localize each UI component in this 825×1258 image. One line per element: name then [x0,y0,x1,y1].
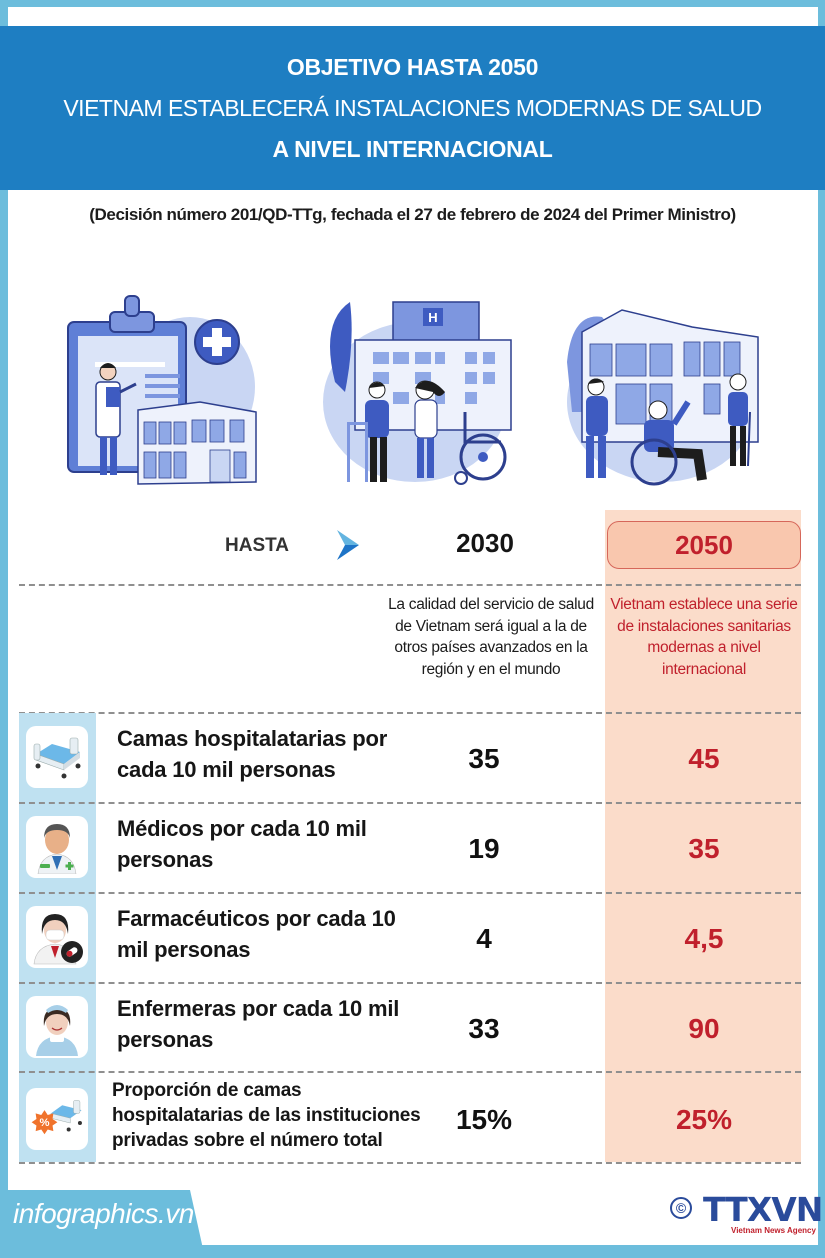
pharmacist-icon [26,906,88,968]
value-2050: 35 [688,833,720,864]
divider [19,1071,801,1073]
title-line-2: VIETNAM ESTABLECERÁ INSTALACIONES MODERN… [63,94,762,121]
value-2050: 90 [688,1013,720,1044]
nurse-icon [26,996,88,1058]
row-label: Camas hospitalatarias por cada 10 mil pe… [117,726,388,782]
divider [19,892,801,894]
divider [19,802,801,804]
row-label: Médicos por cada 10 mil personas [117,816,367,872]
year-2050-label: 2050 [675,529,733,560]
divider [19,584,801,586]
title-band: OBJETIVO HASTA 2050 VIETNAM ESTABLECERÁ … [0,26,825,190]
row-label: Proporción de camas hospitalatarias de l… [112,1080,421,1151]
table-row: Enfermeras por cada 10 mil personas 33 9… [19,983,801,1071]
value-2030: 19 [468,833,500,864]
ttxvn-logo: TTXVN [703,1190,823,1229]
divider [19,712,801,714]
title-line-3: A NIVEL INTERNACIONAL [272,135,553,162]
arrow-right-icon [337,530,359,565]
logo-subtitle: Vietnam News Agency [731,1226,816,1235]
copyright-icon: © [670,1197,692,1219]
value-2030: 33 [468,1013,500,1044]
value-2050: 4,5 [684,923,724,954]
value-2030: 15% [455,1104,513,1135]
hasta-label: HASTA [225,535,290,556]
percent-bed-icon: % [26,1088,88,1150]
divider [19,1162,801,1164]
patient-walker-hospital-illustration: H [315,292,515,492]
row-label: Farmacéuticos por cada 10 mil personas [117,906,396,962]
hospital-bed-icon [26,726,88,788]
table-row: Camas hospitalatarias por cada 10 mil pe… [19,713,801,802]
target-2050-column [605,510,801,1162]
table-row: Médicos por cada 10 mil personas 19 35 [19,803,801,892]
row-label: Enfermeras por cada 10 mil personas [117,996,400,1052]
description-2050: Vietnam establece una serie de instalaci… [610,596,798,678]
doctor-icon [26,816,88,878]
year-2050-header: 2050 [607,521,801,569]
year-2030-header: 2030 [456,528,514,558]
decision-subtitle: (Decisión número 201/QD-TTg, fechada el … [89,205,736,224]
svg-text:H: H [428,310,437,325]
value-2030: 4 [476,923,492,954]
wheelchair-patient-building-illustration [562,292,762,492]
description-2030: La calidad del servicio de salud de Viet… [388,596,594,678]
footer-tab [0,1190,205,1258]
site-name: infographics.vn [13,1198,194,1229]
value-2050: 45 [688,743,720,774]
divider [19,982,801,984]
svg-text:%: % [39,1117,49,1129]
value-2030: 35 [468,743,500,774]
table-row: Farmacéuticos por cada 10 mil personas 4… [19,893,801,982]
title-line-1: OBJETIVO HASTA 2050 [286,53,539,80]
doctor-clipboard-hospital-illustration [60,292,260,492]
table-row: % Proporción de camas hospitalatarias de… [19,1072,801,1162]
value-2050: 25% [675,1104,733,1135]
